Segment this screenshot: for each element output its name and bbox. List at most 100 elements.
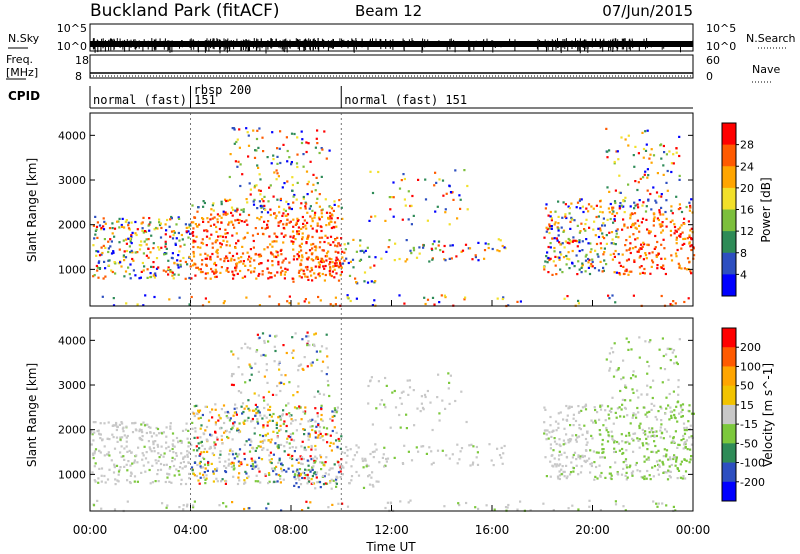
range-time-cell — [189, 224, 192, 227]
range-time-cell — [306, 183, 309, 186]
range-time-cell — [417, 450, 420, 453]
range-time-cell — [412, 246, 415, 249]
range-time-cell — [144, 457, 148, 460]
range-time-cell — [637, 439, 640, 442]
range-time-cell — [282, 212, 285, 215]
range-time-cell — [98, 260, 101, 263]
range-time-cell — [683, 300, 686, 304]
range-time-cell — [268, 334, 272, 337]
range-time-cell — [301, 215, 304, 219]
range-time-cell — [553, 246, 556, 250]
range-time-cell — [673, 362, 676, 365]
range-time-cell — [627, 341, 630, 344]
range-time-cell — [164, 233, 167, 236]
range-time-cell — [118, 248, 121, 251]
range-time-cell — [599, 433, 602, 436]
range-time-cell — [249, 347, 252, 350]
range-time-cell — [558, 258, 561, 261]
range-time-cell — [115, 423, 118, 426]
range-time-cell — [110, 252, 114, 255]
range-time-cell — [284, 270, 287, 274]
range-time-cell — [308, 435, 311, 438]
range-time-cell — [282, 344, 285, 347]
range-time-cell — [192, 449, 195, 452]
range-time-cell — [646, 189, 649, 192]
range-time-cell — [278, 382, 281, 385]
range-time-cell — [171, 237, 175, 240]
range-time-cell — [650, 208, 653, 211]
range-time-cell — [575, 458, 578, 461]
range-time-cell — [301, 367, 304, 370]
range-time-cell — [660, 257, 663, 260]
range-time-cell — [472, 461, 475, 464]
nave-tick-top: 60 — [706, 54, 720, 67]
range-time-cell — [275, 465, 278, 468]
range-time-cell — [100, 253, 103, 256]
range-time-cell — [257, 480, 260, 483]
range-time-cell — [684, 445, 687, 449]
range-time-cell — [674, 302, 677, 305]
range-time-cell — [324, 234, 327, 237]
range-time-cell — [273, 212, 276, 215]
range-time-cell — [563, 427, 566, 430]
colorbar-swatch — [722, 166, 736, 189]
colorbar-swatch — [722, 366, 736, 387]
range-time-cell — [215, 230, 218, 233]
range-time-cell — [434, 210, 437, 213]
range-time-cell — [589, 463, 592, 466]
range-time-cell — [431, 428, 434, 432]
range-time-cell — [326, 355, 329, 358]
range-time-cell — [282, 235, 286, 238]
range-time-cell — [124, 270, 128, 273]
range-time-cell — [246, 346, 249, 349]
colorbar-swatch — [722, 385, 736, 406]
range-time-cell — [690, 248, 693, 252]
range-time-cell — [683, 242, 686, 245]
range-time-cell — [154, 274, 157, 277]
range-time-cell — [562, 418, 565, 421]
range-time-cell — [250, 457, 253, 460]
range-time-cell — [279, 424, 282, 427]
range-time-cell — [422, 246, 425, 249]
range-time-cell — [562, 229, 566, 232]
range-time-cell — [336, 264, 339, 267]
range-time-cell — [131, 251, 134, 254]
range-time-cell — [181, 238, 184, 241]
range-time-cell — [125, 440, 128, 443]
range-time-cell — [217, 414, 221, 417]
range-time-cell — [305, 150, 308, 154]
range-time-cell — [286, 437, 289, 440]
range-time-cell — [441, 399, 444, 402]
range-time-cell — [651, 427, 654, 430]
range-time-cell — [253, 409, 256, 412]
range-time-cell — [632, 294, 635, 297]
range-time-cell — [400, 402, 403, 405]
range-time-cell — [256, 464, 259, 467]
range-time-cell — [599, 408, 603, 411]
range-time-cell — [350, 475, 354, 478]
range-time-cell — [337, 251, 340, 254]
range-time-cell — [660, 143, 663, 146]
range-time-cell — [276, 445, 279, 448]
range-time-cell — [553, 223, 556, 226]
range-time-cell — [554, 420, 558, 423]
range-time-cell — [327, 506, 330, 509]
range-time-cell — [174, 243, 177, 246]
range-time-cell — [681, 231, 684, 234]
range-time-cell — [608, 352, 611, 355]
range-time-cell — [335, 431, 338, 434]
range-time-cell — [339, 476, 342, 479]
range-time-cell — [261, 205, 264, 208]
range-time-cell — [662, 144, 665, 148]
range-time-cell — [207, 463, 210, 467]
range-time-cell — [325, 482, 329, 485]
range-time-cell — [251, 462, 254, 465]
range-time-cell — [648, 427, 651, 430]
range-time-cell — [108, 468, 111, 471]
range-time-cell — [547, 245, 550, 249]
range-time-cell — [303, 272, 306, 276]
range-time-cell — [642, 201, 645, 204]
range-time-cell — [261, 232, 265, 235]
range-time-cell — [263, 375, 266, 378]
range-time-cell — [652, 154, 656, 157]
